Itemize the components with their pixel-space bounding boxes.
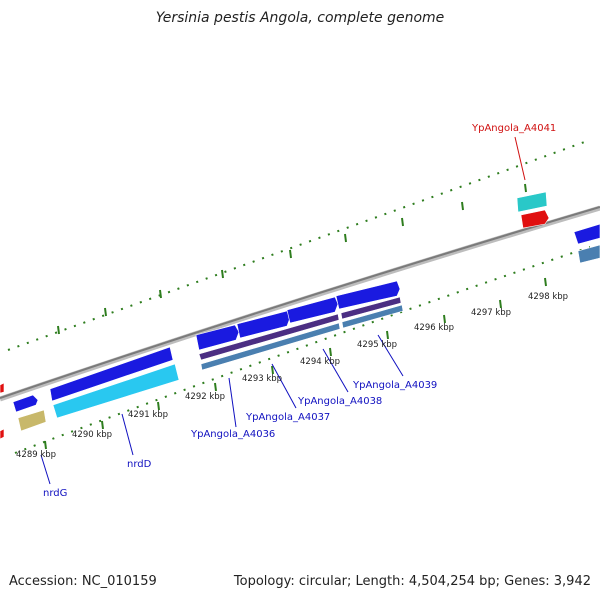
gene-feature[interactable]: [0, 428, 5, 440]
gene-feature[interactable]: [573, 223, 600, 245]
tick-label: 4292 kbp: [185, 392, 225, 402]
major-tick: [344, 233, 347, 243]
gene-feature[interactable]: [340, 296, 402, 320]
gene-feature[interactable]: [286, 296, 339, 324]
label-leader-line: [377, 334, 404, 377]
tick-label: 4298 kbp: [528, 292, 568, 302]
gene-feature[interactable]: [520, 209, 550, 229]
gene-label[interactable]: nrdG: [43, 488, 67, 499]
gene-feature[interactable]: [195, 324, 240, 351]
gene-feature[interactable]: [200, 322, 341, 371]
major-tick: [329, 347, 332, 357]
label-leader-line: [322, 348, 349, 393]
gene-feature[interactable]: [335, 280, 401, 310]
tick-labels: 4289 kbp 4290 kbp 4291 kbp 4292 kbp 4293 kbp…: [16, 292, 568, 460]
gene-feature[interactable]: [198, 313, 340, 361]
tick-label: 4289 kbp: [16, 450, 56, 460]
gene-label[interactable]: YpAngola_A4036: [190, 429, 275, 440]
major-tick: [386, 330, 389, 340]
major-tick: [57, 325, 60, 335]
gene-feature[interactable]: [577, 244, 600, 264]
tick-label: 4297 kbp: [471, 308, 511, 318]
major-ticks: [44, 183, 547, 450]
major-tick: [524, 183, 527, 193]
gene-labels: nrdG nrdD YpAngola_A4036 YpAngola_A4037 YpAn…: [43, 123, 556, 499]
topology-text: Topology: circular; Length: 4,504,254 bp…: [233, 574, 591, 589]
tick-label: 4295 kbp: [357, 340, 397, 350]
tick-label: 4296 kbp: [414, 323, 454, 333]
major-tick: [44, 440, 47, 450]
gene-feature[interactable]: [49, 346, 174, 402]
gene-feature[interactable]: [17, 409, 47, 432]
gene-feature[interactable]: [236, 310, 291, 339]
major-tick: [499, 299, 502, 309]
gene-label[interactable]: YpAngola_A4041: [471, 123, 556, 134]
tick-label: 4294 kbp: [300, 357, 340, 367]
major-tick: [104, 307, 107, 317]
accession-text: Accession: NC_010159: [9, 574, 157, 589]
major-tick: [401, 217, 404, 227]
gene-label[interactable]: YpAngola_A4039: [352, 380, 437, 391]
major-tick: [289, 249, 292, 259]
label-leader-line: [121, 413, 134, 456]
major-tick: [544, 277, 547, 287]
gene-label[interactable]: nrdD: [127, 459, 152, 470]
major-tick: [101, 420, 104, 430]
label-leader-line: [514, 136, 526, 181]
genome-backbone: [0, 205, 600, 402]
gene-label[interactable]: YpAngola_A4037: [245, 412, 330, 423]
major-tick: [271, 365, 274, 375]
major-tick: [443, 314, 446, 324]
label-leader-line: [271, 363, 297, 409]
gene-feature[interactable]: [12, 394, 39, 413]
map-title: Yersinia pestis Angola, complete genome: [155, 10, 445, 26]
major-tick: [159, 289, 162, 299]
major-tick: [214, 382, 217, 392]
tick-label: 4290 kbp: [72, 430, 112, 440]
label-leader-lines: [40, 136, 526, 485]
tick-label: 4293 kbp: [242, 374, 282, 384]
major-tick: [157, 401, 160, 411]
gene-features: [0, 191, 600, 440]
label-leader-line: [40, 454, 51, 485]
tick-label: 4291 kbp: [128, 410, 168, 420]
major-tick: [221, 269, 224, 279]
gene-label[interactable]: YpAngola_A4038: [297, 396, 382, 407]
gene-feature[interactable]: [0, 382, 5, 394]
major-tick: [461, 201, 464, 211]
label-leader-line: [228, 377, 237, 428]
gene-feature[interactable]: [341, 304, 404, 329]
gene-feature[interactable]: [516, 191, 548, 213]
gene-feature[interactable]: [52, 363, 180, 419]
